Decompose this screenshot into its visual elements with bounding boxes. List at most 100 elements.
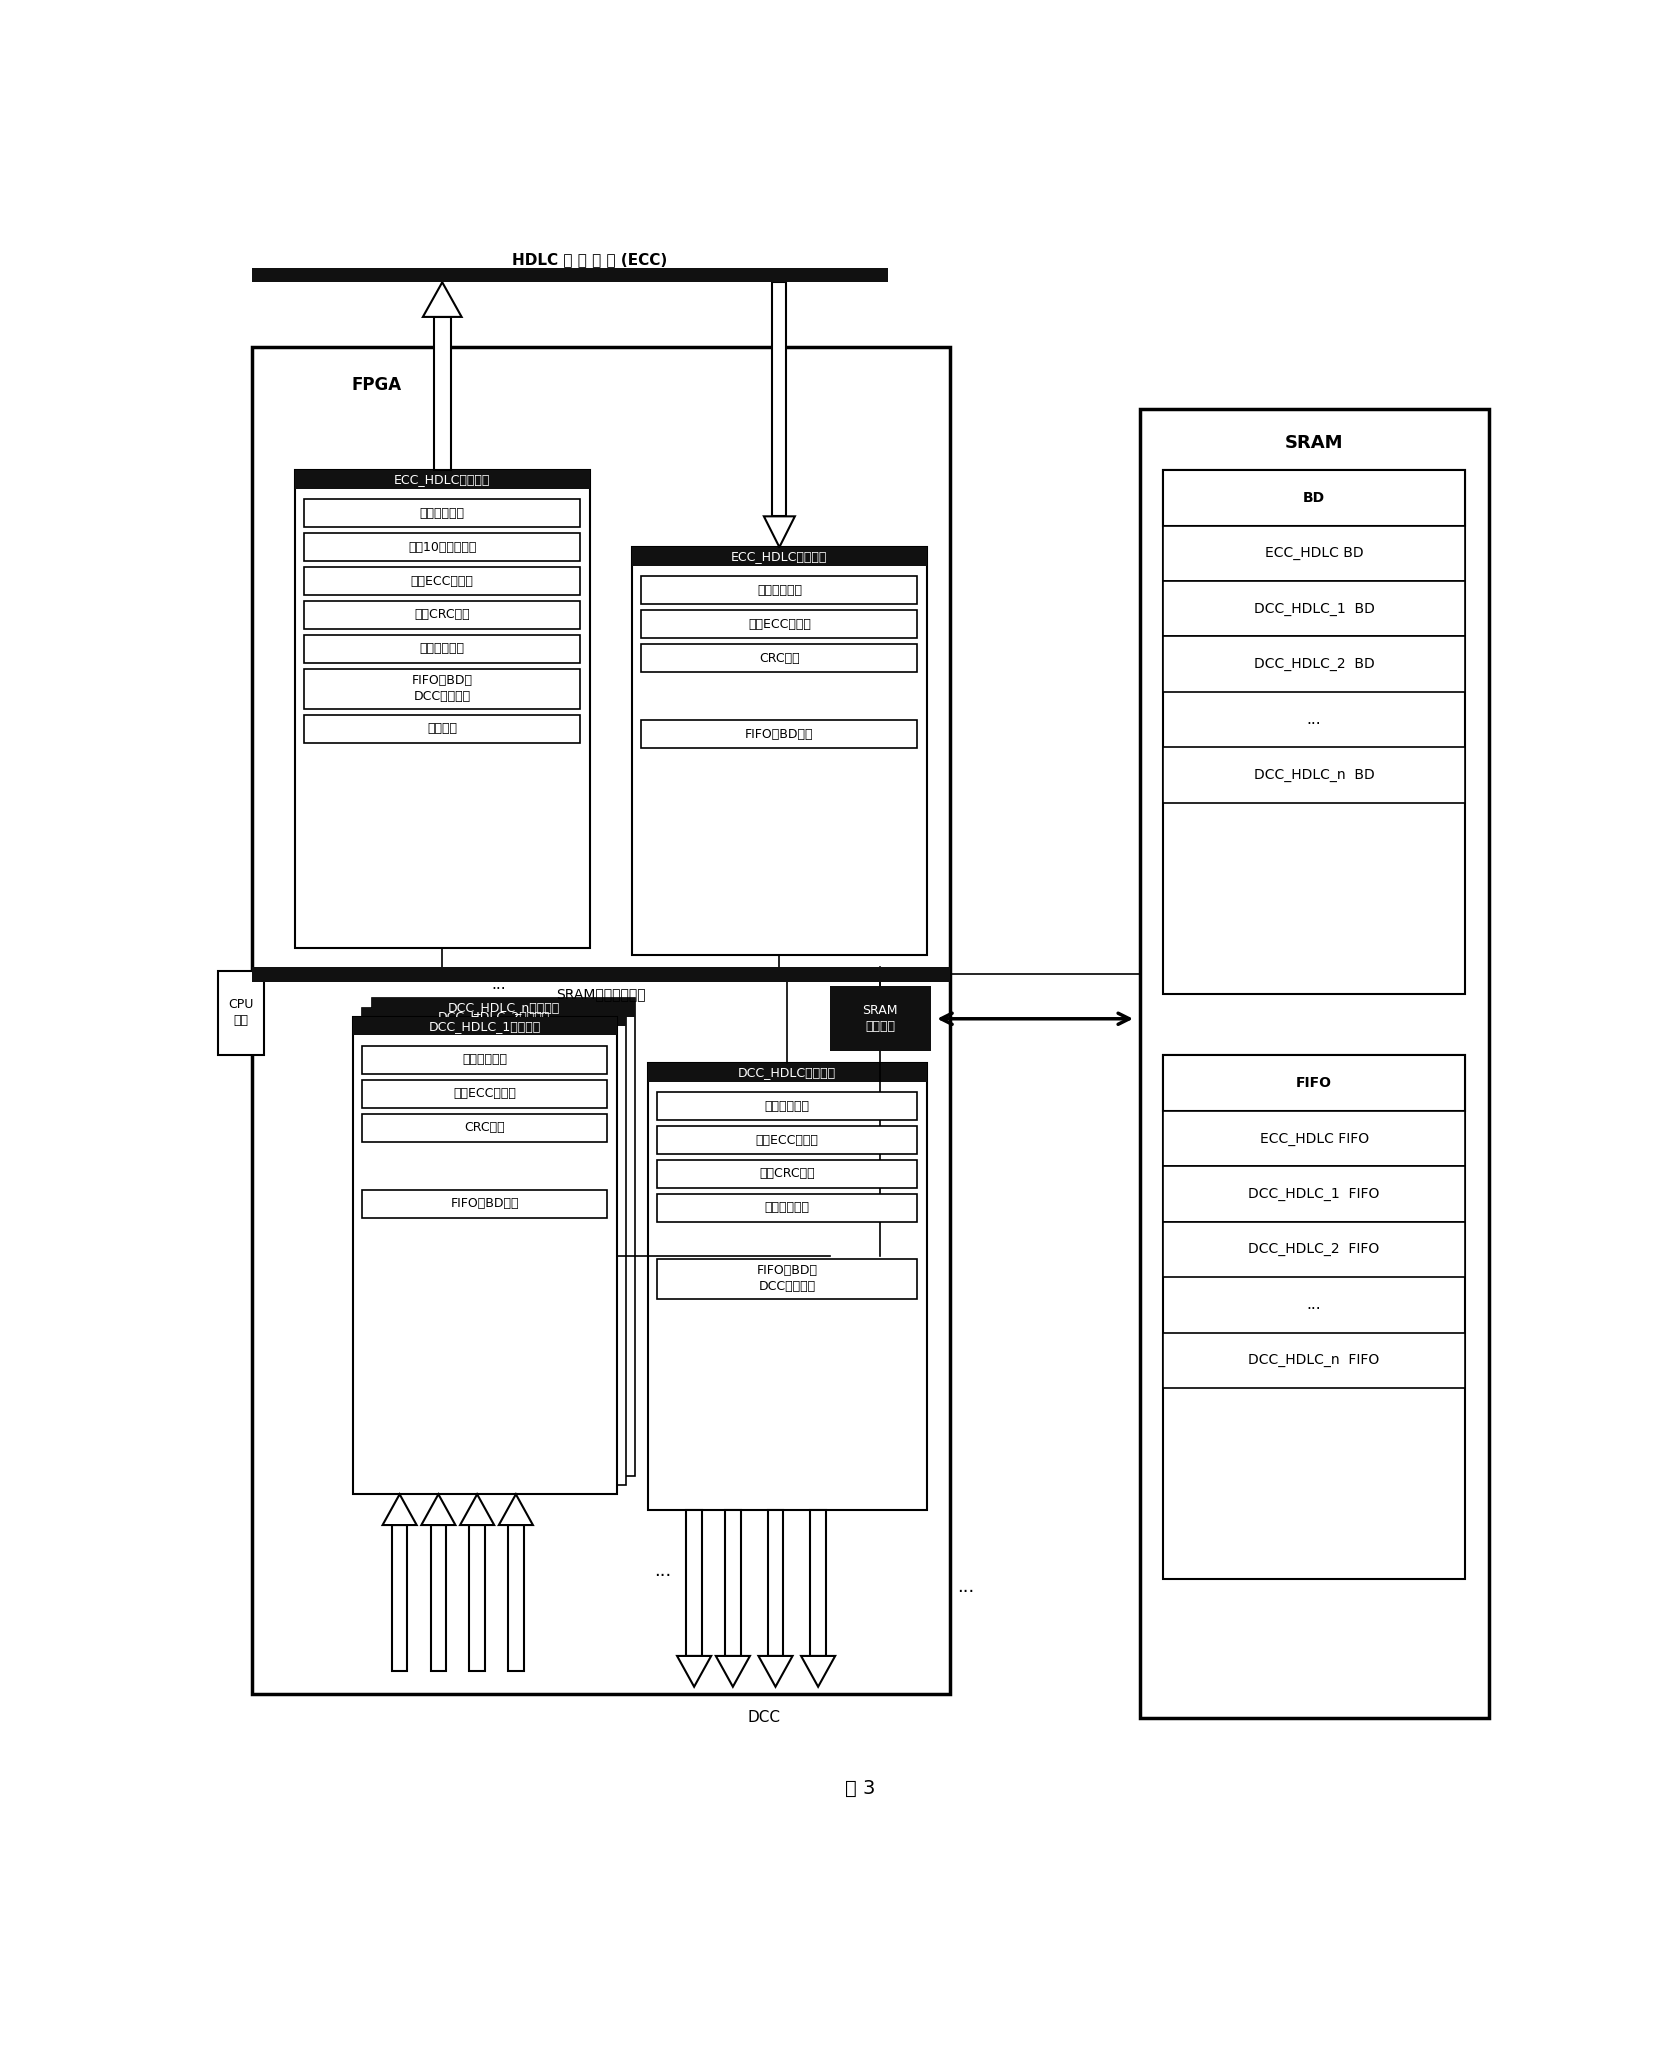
Bar bbox=[352, 1016, 616, 1035]
Text: 插入CRC字节: 插入CRC字节 bbox=[760, 1168, 816, 1181]
Bar bbox=[431, 1524, 446, 1672]
Bar bbox=[810, 1510, 826, 1656]
Bar bbox=[656, 1092, 918, 1119]
Text: CPU
接口: CPU 接口 bbox=[228, 998, 253, 1028]
Text: ...: ... bbox=[654, 1561, 671, 1580]
Bar bbox=[1163, 471, 1465, 994]
Bar bbox=[633, 547, 926, 566]
Bar bbox=[393, 1524, 408, 1672]
Polygon shape bbox=[460, 1493, 495, 1524]
Polygon shape bbox=[498, 1493, 534, 1524]
Text: 冲突重发: 冲突重发 bbox=[428, 722, 456, 734]
Text: 检测起始帧头: 检测起始帧头 bbox=[463, 1053, 507, 1066]
Bar bbox=[470, 1524, 485, 1672]
Bar bbox=[656, 1259, 918, 1298]
Bar bbox=[829, 985, 931, 1051]
Bar bbox=[304, 533, 581, 562]
Bar bbox=[362, 1008, 626, 1026]
Text: ...: ... bbox=[492, 977, 507, 991]
Bar bbox=[362, 1113, 607, 1142]
Text: SRAM
读写管理: SRAM 读写管理 bbox=[862, 1004, 898, 1033]
Bar bbox=[1163, 1055, 1465, 1111]
Bar bbox=[1163, 527, 1465, 580]
Text: ...: ... bbox=[1307, 712, 1322, 726]
Bar bbox=[641, 644, 918, 673]
Polygon shape bbox=[421, 1493, 455, 1524]
Bar bbox=[641, 611, 918, 638]
Bar bbox=[1163, 471, 1465, 527]
Text: ECC_HDLC接收控制: ECC_HDLC接收控制 bbox=[732, 549, 827, 564]
Text: FIFO和BD管理: FIFO和BD管理 bbox=[451, 1197, 519, 1210]
Text: 插入结束帧头: 插入结束帧头 bbox=[420, 642, 465, 656]
Text: 插入起始帧头: 插入起始帧头 bbox=[420, 506, 465, 520]
Text: FIFO和BD管理: FIFO和BD管理 bbox=[745, 728, 814, 741]
Text: ...: ... bbox=[1307, 1298, 1322, 1312]
Bar bbox=[641, 576, 918, 605]
Text: CRC检验: CRC检验 bbox=[758, 652, 800, 664]
Bar bbox=[648, 1063, 926, 1082]
Text: DCC_HDLC_n接收控制: DCC_HDLC_n接收控制 bbox=[448, 1002, 559, 1014]
Polygon shape bbox=[717, 1656, 750, 1687]
Bar bbox=[1163, 471, 1465, 527]
Text: FIFO、BD和
DCC端口管理: FIFO、BD和 DCC端口管理 bbox=[757, 1265, 817, 1294]
Bar bbox=[362, 1047, 607, 1074]
Bar bbox=[1163, 747, 1465, 802]
Text: DCC_HDLC_1接收控制: DCC_HDLC_1接收控制 bbox=[430, 1020, 540, 1033]
Text: DCC_HDLC_n  FIFO: DCC_HDLC_n FIFO bbox=[1248, 1354, 1379, 1368]
Bar bbox=[1163, 1111, 1465, 1166]
Bar bbox=[433, 317, 451, 471]
Bar bbox=[373, 998, 636, 1016]
Bar bbox=[686, 1510, 701, 1656]
Text: 插入起始帧头: 插入起始帧头 bbox=[765, 1100, 809, 1113]
Bar bbox=[304, 716, 581, 743]
Bar bbox=[648, 1063, 926, 1510]
Text: DCC_HDLC发送控制: DCC_HDLC发送控制 bbox=[738, 1066, 836, 1078]
Text: DCC_HDLC_2  BD: DCC_HDLC_2 BD bbox=[1253, 656, 1374, 671]
Text: HDLC 数 据 总 线 (ECC): HDLC 数 据 总 线 (ECC) bbox=[512, 251, 668, 267]
Text: SRAM控制数据总线: SRAM控制数据总线 bbox=[557, 987, 646, 1002]
Text: 插入10字节信息头: 插入10字节信息头 bbox=[408, 541, 477, 553]
Bar bbox=[772, 282, 787, 516]
Bar bbox=[252, 267, 888, 282]
Bar bbox=[304, 500, 581, 527]
Text: 图 3: 图 3 bbox=[844, 1779, 876, 1798]
Bar bbox=[656, 1160, 918, 1187]
Text: ECC_HDLC发送控制: ECC_HDLC发送控制 bbox=[394, 473, 490, 485]
Text: 缓存ECC数据包: 缓存ECC数据包 bbox=[748, 617, 810, 631]
Bar bbox=[304, 669, 581, 710]
Bar bbox=[1163, 580, 1465, 636]
Text: 插入ECC数据包: 插入ECC数据包 bbox=[411, 574, 473, 588]
Bar bbox=[1163, 1055, 1465, 1580]
Bar bbox=[252, 967, 950, 981]
Text: SRAM: SRAM bbox=[1285, 434, 1344, 453]
Text: ECC_HDLC BD: ECC_HDLC BD bbox=[1265, 547, 1364, 560]
Text: DCC_HDLC_1  FIFO: DCC_HDLC_1 FIFO bbox=[1248, 1187, 1379, 1201]
Bar bbox=[373, 998, 636, 1475]
Polygon shape bbox=[800, 1656, 836, 1687]
Text: DCC_HDLC_1  BD: DCC_HDLC_1 BD bbox=[1253, 603, 1374, 615]
Bar bbox=[362, 1191, 607, 1218]
Bar bbox=[656, 1125, 918, 1154]
Text: 插入ECC数据包: 插入ECC数据包 bbox=[755, 1133, 819, 1146]
Bar bbox=[656, 1193, 918, 1222]
Bar bbox=[1139, 409, 1488, 1718]
Bar bbox=[295, 471, 589, 948]
Polygon shape bbox=[758, 1656, 792, 1687]
Bar bbox=[362, 1008, 626, 1485]
Text: 插入结束帧头: 插入结束帧头 bbox=[765, 1201, 809, 1214]
Bar bbox=[218, 971, 263, 1055]
Text: ECC_HDLC FIFO: ECC_HDLC FIFO bbox=[1260, 1131, 1369, 1146]
Bar bbox=[1163, 1222, 1465, 1277]
Text: FIFO、BD和
DCC端口管理: FIFO、BD和 DCC端口管理 bbox=[411, 675, 473, 703]
Text: DCC_HDLC_2接收控制: DCC_HDLC_2接收控制 bbox=[438, 1010, 550, 1022]
Bar bbox=[641, 720, 918, 749]
Text: 缓存ECC数据包: 缓存ECC数据包 bbox=[453, 1088, 517, 1100]
Text: ...: ... bbox=[485, 959, 500, 975]
Text: DCC: DCC bbox=[747, 1709, 780, 1726]
Bar bbox=[1163, 1333, 1465, 1388]
Bar bbox=[304, 601, 581, 629]
Bar bbox=[352, 1016, 616, 1493]
Polygon shape bbox=[678, 1656, 711, 1687]
Text: BD: BD bbox=[1304, 492, 1326, 504]
Bar bbox=[1163, 636, 1465, 691]
